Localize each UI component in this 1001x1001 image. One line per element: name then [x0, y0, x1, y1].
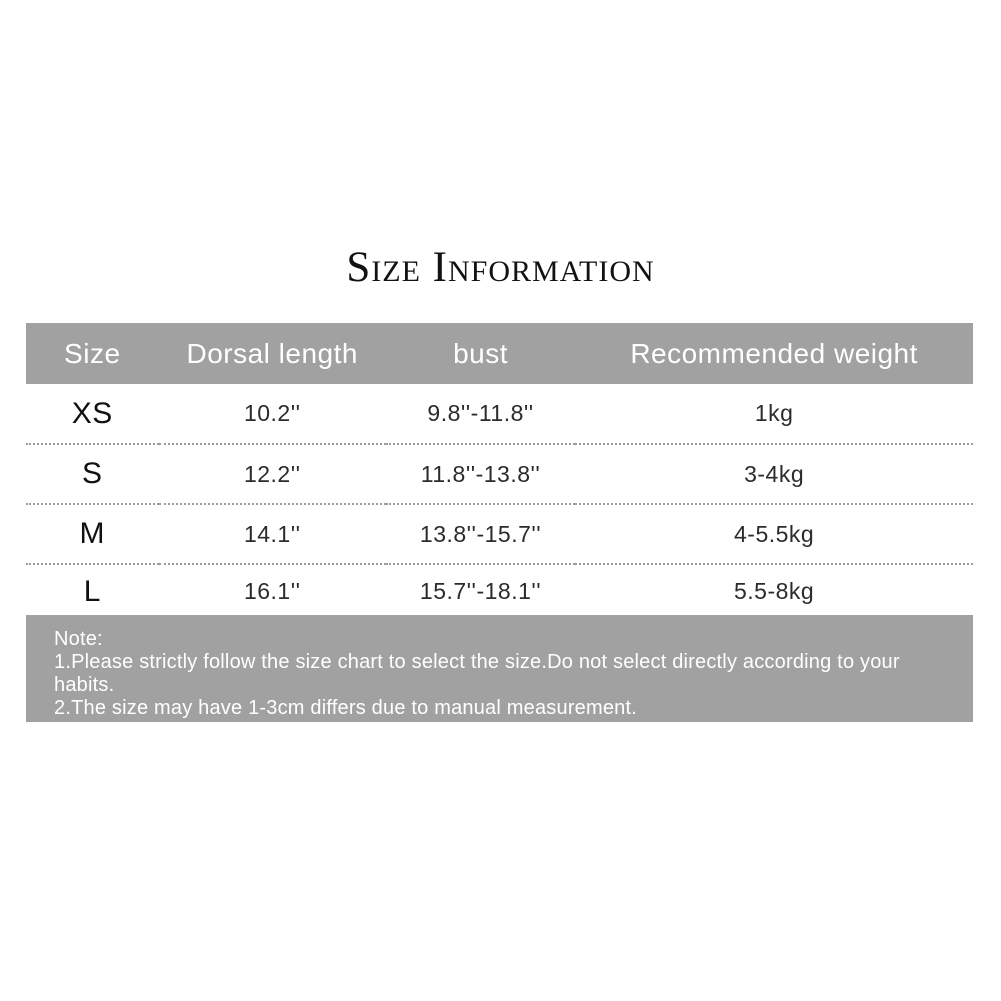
column-header-bust: bust	[453, 337, 508, 369]
note-line-1: 1.Please strictly follow the size chart …	[54, 651, 900, 696]
weight-value: 5.5-8kg	[734, 578, 815, 604]
dorsal-length-value: 14.1''	[243, 520, 301, 547]
weight-value: 1kg	[754, 400, 794, 426]
column-header-recommended-weight: Recommended weight	[630, 337, 918, 369]
table-row-s: S 12.2'' 11.8''-13.8'' 3-4kg	[26, 444, 973, 504]
size-value: XS	[71, 396, 113, 430]
note-heading: Note:	[54, 628, 103, 650]
size-table: Size Dorsal length bust Recommended weig…	[26, 323, 973, 618]
note-box: Note: 1.Please strictly follow the size …	[26, 615, 973, 722]
table-row-xs: XS 10.2'' 9.8''-11.8'' 1kg	[26, 384, 973, 444]
bust-value: 13.8''-15.7''	[419, 520, 542, 547]
table-row-m: M 14.1'' 13.8''-15.7'' 4-5.5kg	[26, 504, 973, 564]
dorsal-length-value: 16.1''	[243, 578, 301, 604]
weight-value: 4-5.5kg	[734, 520, 815, 547]
size-value: L	[83, 574, 101, 608]
table-row-l: L 16.1'' 15.7''-18.1'' 5.5-8kg	[26, 564, 973, 618]
column-header-dorsal-length: Dorsal length	[186, 337, 358, 369]
bust-value: 9.8''-11.8''	[427, 400, 534, 426]
size-table-header-row: Size Dorsal length bust Recommended weig…	[26, 323, 973, 384]
note-line-2: 2.The size may have 1-3cm differs due to…	[54, 697, 638, 719]
size-value: M	[79, 517, 106, 550]
page-title: Size Information	[346, 244, 655, 291]
dorsal-length-value: 12.2''	[243, 460, 301, 487]
bust-value: 15.7''-18.1''	[419, 578, 542, 604]
dorsal-length-value: 10.2''	[243, 400, 301, 426]
bust-value: 11.8''-13.8''	[420, 460, 541, 487]
size-value: S	[82, 457, 103, 490]
column-header-size: Size	[64, 337, 121, 369]
weight-value: 3-4kg	[744, 460, 805, 487]
